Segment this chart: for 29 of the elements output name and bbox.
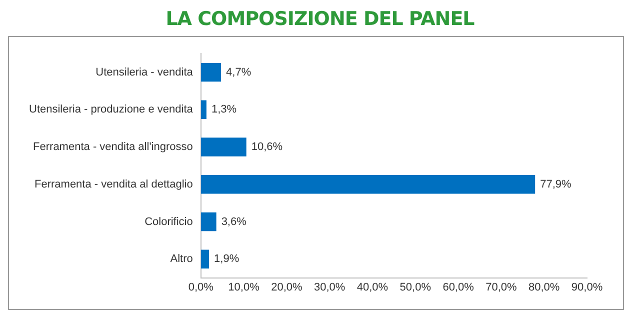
bar	[200, 100, 206, 119]
x-tick-label: 70,0%	[486, 281, 517, 294]
y-tick-label: Utensileria - vendita	[96, 66, 194, 78]
data-label: 4,7%	[226, 66, 252, 78]
bar	[200, 175, 536, 194]
y-tick-label: Colorificio	[144, 216, 193, 228]
x-tick-label: 40,0%	[356, 281, 388, 294]
x-tick-label: 10,0%	[228, 281, 260, 294]
y-tick-label: Utensileria - produzione e vendita	[28, 104, 194, 116]
y-tick-label: Ferramenta - vendita al dettaglio	[34, 178, 193, 190]
x-tick-label: 50,0%	[400, 281, 432, 294]
x-tick-label: 30,0%	[314, 281, 346, 294]
y-tick-label: Ferramenta - vendita all'ingrosso	[33, 141, 193, 154]
x-tick-label: 60,0%	[442, 281, 474, 294]
data-label: 3,6%	[221, 216, 247, 228]
data-label: 1,9%	[214, 253, 240, 266]
bar	[200, 212, 216, 232]
bar	[200, 62, 222, 82]
data-label: 1,3%	[211, 104, 237, 116]
bar	[200, 138, 246, 156]
x-tick-label: 80,0%	[528, 281, 560, 294]
chart-title: LA COMPOSIZIONE DEL PANEL	[164, 8, 476, 30]
x-tick-label: 0,0%	[188, 281, 214, 294]
x-tick-label: 20,0%	[271, 281, 302, 294]
x-tick-label: 90,0%	[571, 281, 603, 294]
bar	[200, 250, 210, 268]
data-label: 77,9%	[540, 178, 572, 190]
y-tick-label: Altro	[170, 253, 193, 266]
data-label: 10,6%	[251, 141, 283, 154]
